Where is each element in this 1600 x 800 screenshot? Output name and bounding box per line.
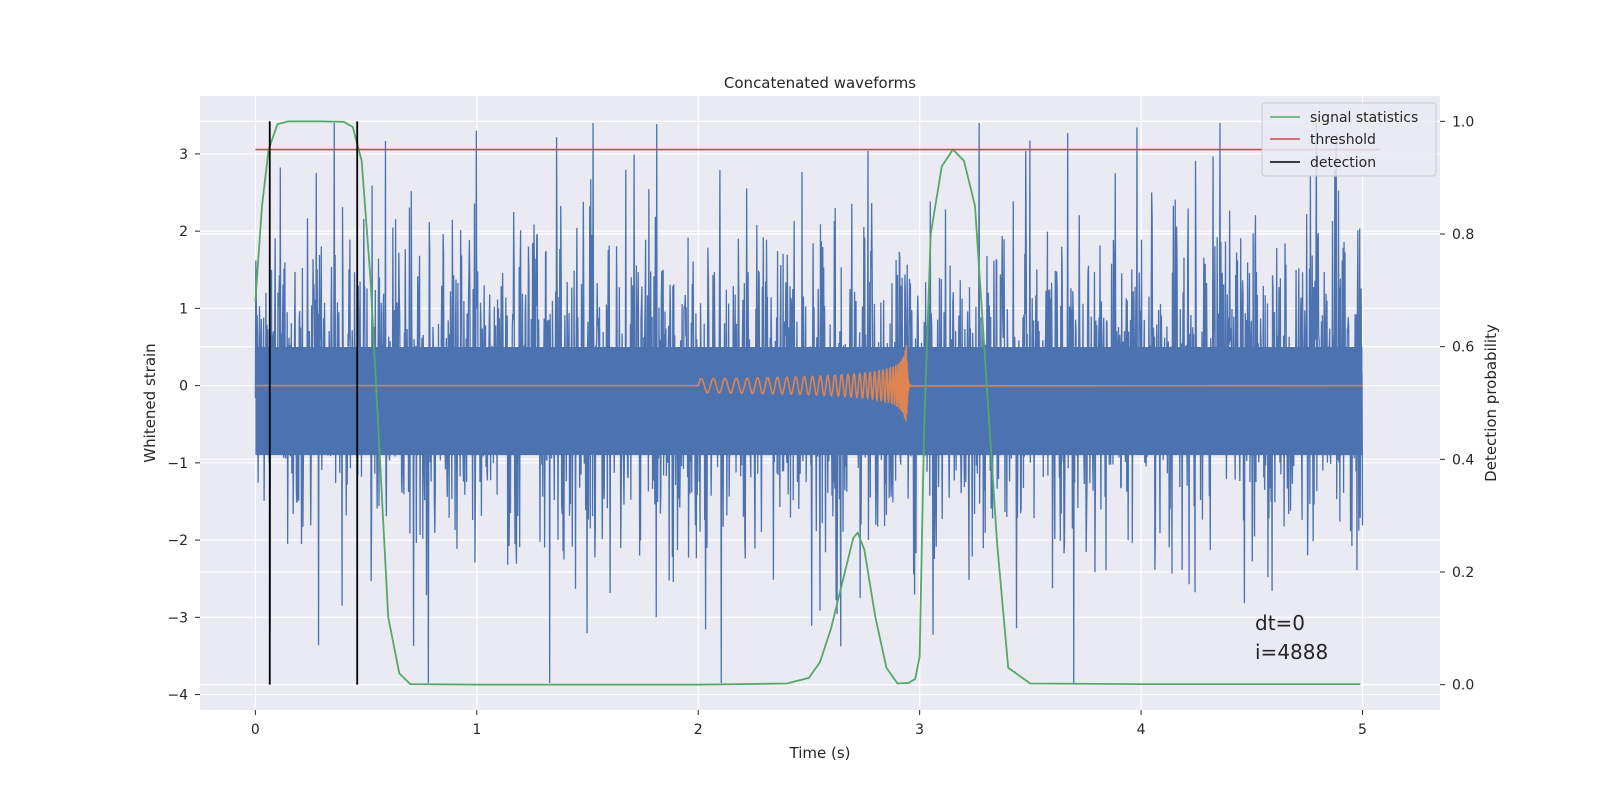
x-tick-label-0: 0 [251,722,260,738]
x-axis-label: Time (s) [789,744,851,762]
y-tick-label-6: 2 [179,224,188,240]
legend-label-detection: detection [1310,155,1376,171]
legend-box [1261,102,1437,177]
y-axis-label: Whitened strain [141,343,159,462]
legend: signal statistics threshold detection [1261,102,1437,177]
x-tick-label-1: 1 [472,722,481,738]
y2-tick-label-5: 1.0 [1452,114,1474,130]
y2-tick-label-1: 0.2 [1452,565,1474,581]
y-tick-label-0: −4 [167,688,188,704]
series-signal-statistics [254,120,1361,686]
x-tick-label-5: 5 [1358,722,1367,738]
legend-label-threshold: threshold [1310,132,1376,148]
y-tick-label-2: −2 [167,533,188,549]
axis-ticks: 0 1 2 3 4 5 −4 −3 −2 −1 0 1 2 3 0.0 0.2 0.4 0.6 0.8 1.0 [167,114,1474,738]
x-tick-label-3: 3 [915,722,924,738]
annotation-dt: dt=0 [1255,611,1305,635]
y-tick-label-5: 1 [179,301,188,317]
y2-tick-label-4: 0.8 [1452,227,1474,243]
series-noise-core [255,347,1363,456]
x-tick-label-2: 2 [694,722,703,738]
y2-tick-label-0: 0.0 [1452,678,1474,694]
y-tick-label-4: 0 [179,379,188,395]
chart-title: Concatenated waveforms [724,74,916,92]
y-tick-label-7: 3 [179,147,188,163]
y-tick-label-1: −3 [167,610,188,626]
annotation-index: i=4888 [1255,640,1328,664]
y-tick-label-3: −1 [167,456,188,472]
legend-label-signal-statistics: signal statistics [1310,110,1418,126]
x-tick-label-4: 4 [1137,722,1146,738]
series-chirp-waveform [255,344,1363,422]
plot-series [254,120,1381,686]
y2-tick-label-2: 0.4 [1452,452,1474,468]
y2-axis-label: Detection probability [1482,324,1500,482]
y2-tick-label-3: 0.6 [1452,340,1474,356]
